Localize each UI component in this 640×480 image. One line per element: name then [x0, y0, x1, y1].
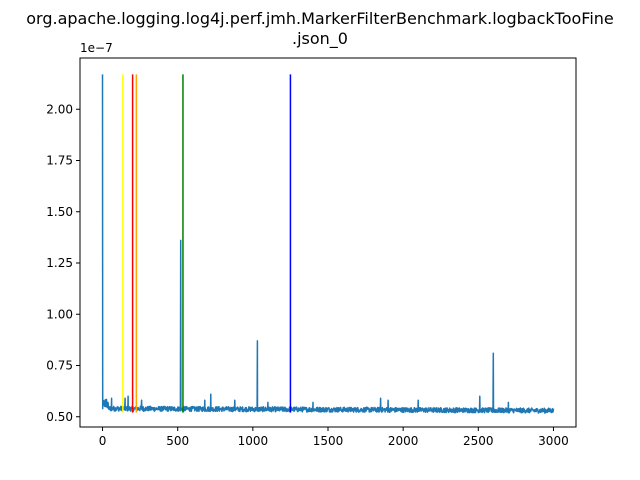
y-tick-label: 2.00 [46, 102, 73, 116]
y-axis: 0.50 0.75 1.00 1.25 1.50 1.75 2.00 [46, 102, 80, 424]
series-line [101, 74, 555, 414]
x-axis: 0 500 1000 1500 2000 2500 3000 [99, 427, 569, 448]
y-tick-label: 0.50 [46, 410, 73, 424]
chart-title-line1: org.apache.logging.log4j.perf.jmh.Marker… [26, 9, 614, 28]
y-tick-label: 1.50 [46, 205, 73, 219]
x-tick-label: 1000 [238, 434, 269, 448]
y-axis-offset-label: 1e−7 [80, 41, 113, 55]
x-tick-label: 0 [99, 434, 107, 448]
x-tick-label: 500 [166, 434, 189, 448]
y-tick-label: 1.25 [46, 256, 73, 270]
x-tick-label: 1500 [313, 434, 344, 448]
x-tick-label: 3000 [538, 434, 569, 448]
x-tick-label: 2000 [388, 434, 419, 448]
y-tick-label: 0.75 [46, 359, 73, 373]
x-tick-label: 2500 [463, 434, 494, 448]
chart-title-line2: .json_0 [292, 29, 348, 49]
plot-marks [101, 74, 555, 414]
y-tick-label: 1.00 [46, 307, 73, 321]
y-tick-label: 1.75 [46, 154, 73, 168]
